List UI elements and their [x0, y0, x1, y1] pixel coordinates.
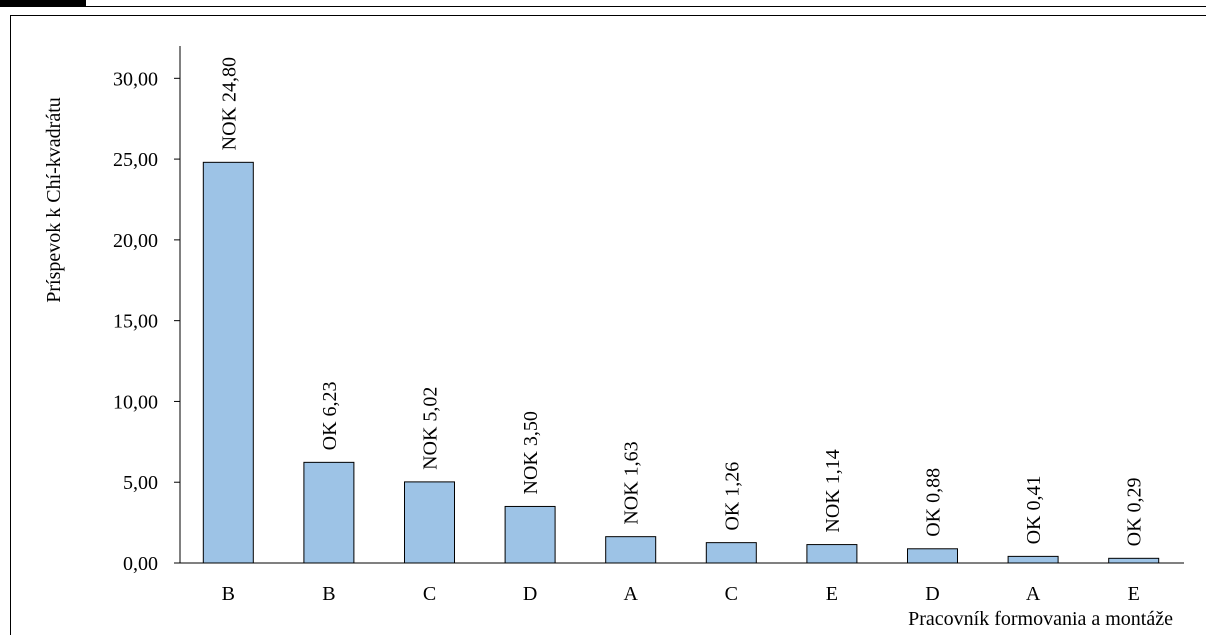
- data-label: NOK 5,02: [420, 387, 442, 470]
- header-block: [0, 0, 86, 7]
- x-tick-label: B: [222, 583, 235, 605]
- bar: [806, 544, 858, 564]
- bar: [504, 505, 556, 564]
- y-tick-label: 5,00: [123, 472, 158, 494]
- data-label: NOK 24,80: [218, 57, 240, 150]
- data-label: OK 0,41: [1023, 475, 1045, 544]
- x-tick-label: D: [925, 583, 939, 605]
- bar: [705, 542, 757, 564]
- y-tick-label: 25,00: [113, 149, 158, 171]
- data-label: OK 1,26: [721, 462, 743, 531]
- y-tick-label: 15,00: [113, 311, 158, 333]
- data-label: OK 0,88: [923, 468, 945, 537]
- bar: [1108, 557, 1160, 564]
- y-axis-label: Príspevok k Chí-kvadrátu: [43, 97, 65, 303]
- data-label: NOK 1,63: [621, 441, 643, 524]
- x-tick-label: E: [1128, 583, 1140, 605]
- x-tick-label: A: [1026, 583, 1041, 605]
- data-label: NOK 1,14: [822, 449, 844, 532]
- x-axis-label: Pracovník formovania a montáže: [908, 608, 1173, 630]
- y-tick-label: 30,00: [113, 68, 158, 90]
- x-tick-label: B: [322, 583, 335, 605]
- y-tick-label: 20,00: [113, 230, 158, 252]
- bar: [1007, 555, 1059, 564]
- bar: [404, 481, 455, 564]
- x-tick-label: C: [725, 583, 738, 605]
- data-label: NOK 3,50: [520, 411, 542, 494]
- bar: [303, 461, 355, 564]
- bar: [202, 161, 254, 564]
- bar: [907, 548, 958, 564]
- y-tick-label: 0,00: [123, 553, 158, 575]
- data-label: OK 0,29: [1124, 477, 1146, 546]
- x-tick-label: C: [423, 583, 436, 605]
- x-tick-label: D: [523, 583, 537, 605]
- data-label: OK 6,23: [319, 381, 341, 450]
- chart-frame: [10, 15, 1206, 635]
- x-tick-label: E: [826, 583, 838, 605]
- bar: [605, 536, 657, 564]
- x-tick-label: A: [623, 583, 638, 605]
- y-tick-label: 10,00: [113, 391, 158, 413]
